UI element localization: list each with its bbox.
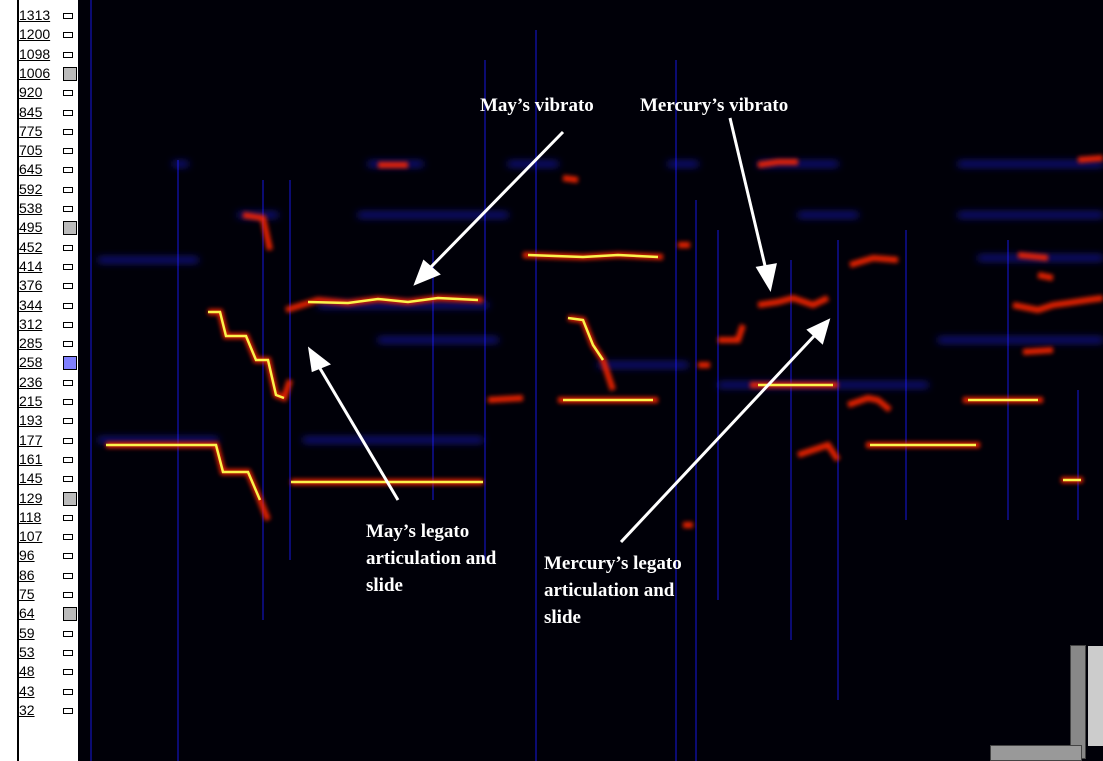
- annotation-mercury-legato: Mercury’s legato articulation and slide: [544, 553, 682, 628]
- ruler-tick-mark: [63, 167, 73, 174]
- ruler-tick-mark: [63, 66, 77, 81]
- ruler-tick-label: 32: [19, 701, 35, 718]
- ruler-tick-label: 312: [19, 315, 43, 332]
- ruler-tick-label: 705: [19, 142, 43, 159]
- ruler-tick-label: 177: [19, 431, 43, 448]
- ruler-tick-label: 75: [19, 586, 35, 602]
- ruler-tick-mark: [63, 186, 73, 193]
- ruler-tick-label: 775: [19, 122, 43, 139]
- ruler-tick-mark: [63, 379, 73, 386]
- ruler-tick-mark: [63, 592, 73, 598]
- spectrogram-background: [78, 0, 1103, 761]
- mini-keyboard-panel[interactable]: [1088, 646, 1103, 746]
- ruler-tick-mark: [63, 514, 73, 521]
- ruler-tick-mark: [63, 437, 73, 444]
- ruler-tick-mark: [63, 263, 73, 270]
- ruler-tick-label: 118: [19, 508, 42, 525]
- ruler-tick-mark: [63, 341, 73, 348]
- ruler-tick-mark: [63, 669, 73, 676]
- ruler-tick-mark: [63, 707, 73, 714]
- ruler-tick-label: 344: [19, 296, 43, 313]
- horizontal-scrollbar[interactable]: [990, 745, 1082, 761]
- ruler-tick-label: 376: [19, 277, 43, 294]
- ruler-tick-mark: [63, 534, 73, 541]
- ruler-tick-mark: [63, 491, 77, 506]
- ruler-tick-label: 538: [19, 200, 43, 216]
- ruler-tick-label: 1098: [19, 45, 51, 62]
- ruler-tick-label: 59: [19, 624, 35, 641]
- ruler-tick-mark: [63, 321, 73, 328]
- frequency-ruler: 1313 1200 1098 1006 920 845 775 705 645 592 538 495…: [0, 0, 78, 761]
- onset-lines: [90, 0, 1079, 761]
- annotation-may-vibrato: May’s vibrato: [480, 95, 594, 116]
- ruler-tick-label: 414: [19, 257, 43, 274]
- ruler-tick-mark: [63, 109, 73, 116]
- ruler-bar: [17, 0, 19, 761]
- ruler-tick-label: 53: [19, 643, 35, 660]
- ruler-tick-mark: [63, 476, 73, 483]
- ruler-tick-label: 43: [19, 682, 35, 699]
- ruler-tick-mark: [63, 553, 73, 560]
- ruler-tick-label: 495: [19, 219, 43, 236]
- ruler-tick-mark: [63, 607, 77, 622]
- ruler-tick-label: 86: [19, 566, 35, 583]
- annotation-arrows: [307, 117, 831, 544]
- ruler-tick-mark: [63, 128, 73, 135]
- ruler-tick-mark: [63, 302, 73, 309]
- spectrogram[interactable]: [78, 0, 1103, 761]
- ruler-tick-label: 145: [19, 470, 43, 487]
- annotation-mercury-vibrato: Mercury’s vibrato: [640, 95, 789, 116]
- ruler-tick-label: 452: [19, 238, 43, 255]
- ruler-tick-label: 258: [19, 354, 43, 371]
- ruler-tick-label: 161: [19, 450, 43, 467]
- ruler-tick-label: 215: [19, 393, 43, 409]
- ruler-tick-mark: [63, 688, 73, 695]
- vertical-scrollbar[interactable]: [1070, 645, 1086, 759]
- ruler-tick-mark: [63, 399, 73, 405]
- pitch-traces: [106, 155, 1103, 528]
- ruler-tick-label: 129: [19, 489, 43, 506]
- ruler-tick-label: 107: [19, 528, 43, 545]
- ruler-tick-mark: [63, 630, 73, 637]
- ruler-tick-label: 920: [19, 84, 43, 101]
- ruler-tick-mark: [63, 572, 73, 579]
- ruler-tick-label: 845: [19, 103, 43, 120]
- annotation-may-legato: May’s legato articulation and slide: [366, 521, 497, 596]
- ruler-tick-mark: [63, 13, 73, 19]
- ruler-tick-mark: [63, 244, 73, 251]
- ruler-tick-mark: [63, 90, 73, 97]
- ruler-tick-label: 236: [19, 373, 43, 390]
- ruler-tick-label: 645: [19, 161, 43, 178]
- ruler-tick-label: 64: [19, 605, 35, 622]
- ruler-tick-label: 1200: [19, 26, 51, 43]
- ruler-tick-label: 193: [19, 412, 43, 429]
- ruler-tick-mark: [63, 649, 73, 656]
- ruler-tick-label: 285: [19, 335, 43, 352]
- ruler-tick-mark: [63, 356, 77, 371]
- ruler-tick-mark: [63, 51, 73, 58]
- ruler-tick-label: 1006: [19, 64, 51, 81]
- ruler-tick-mark: [63, 206, 73, 212]
- ruler-tick-mark: [63, 283, 73, 290]
- ruler-tick-label: 48: [19, 663, 35, 680]
- ruler-tick-mark: [63, 456, 73, 463]
- ruler-tick-mark: [63, 32, 73, 39]
- ruler-tick-label: 96: [19, 547, 35, 564]
- ruler-tick-mark: [63, 221, 77, 236]
- ruler-tick-mark: [63, 148, 73, 155]
- ruler-tick-label: 1313: [19, 7, 51, 23]
- ruler-tick-mark: [63, 418, 73, 425]
- ruler-tick-label: 592: [19, 180, 43, 197]
